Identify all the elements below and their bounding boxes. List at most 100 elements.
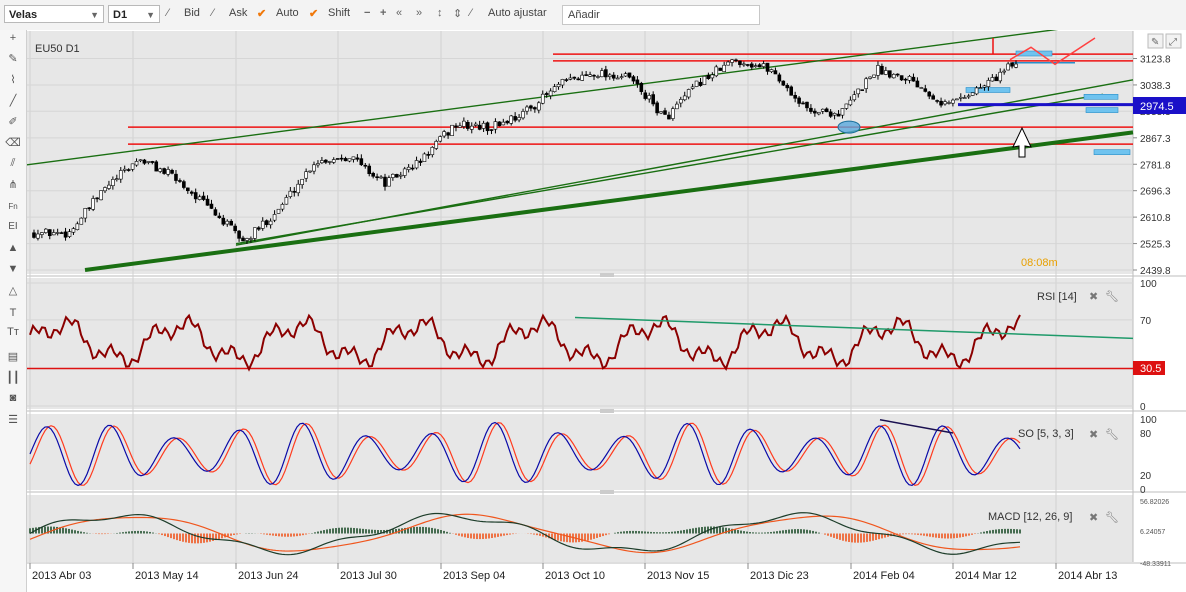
arrow-down-icon[interactable]: ▼ — [7, 263, 19, 275]
scroll-left-icon[interactable]: « — [396, 7, 403, 19]
candle-body — [446, 132, 450, 136]
candle-body — [521, 111, 525, 119]
candle-body — [619, 76, 624, 78]
line-tool-icon[interactable]: ⁄ — [167, 7, 169, 19]
timeframe-select[interactable]: D1 ▼ — [108, 5, 160, 23]
candle-body — [229, 220, 233, 226]
candle-body — [414, 160, 419, 169]
line-icon[interactable]: ╱ — [9, 95, 17, 107]
checkmark-icon[interactable]: ✔ — [309, 8, 319, 20]
candle-body — [726, 61, 730, 66]
close-icon[interactable]: ✖ — [1089, 291, 1098, 303]
candle-body — [824, 108, 829, 113]
channel-icon[interactable]: ⫽ — [10, 157, 16, 169]
pane-resize-handle[interactable] — [600, 273, 614, 277]
x-tick-label: 2013 Sep 04 — [443, 570, 505, 582]
pane-resize-handle[interactable] — [600, 409, 614, 413]
zone-marker — [1093, 149, 1131, 155]
candle-body — [170, 169, 174, 174]
candle-body — [59, 232, 64, 234]
text-tool[interactable]: T — [9, 307, 17, 319]
x-tick-label: 2013 Jun 24 — [238, 570, 299, 582]
ei-tool[interactable]: EI — [8, 221, 18, 232]
candle-body — [324, 159, 328, 163]
candle-body — [505, 120, 510, 124]
pitchfork-icon[interactable]: ⋔ — [8, 179, 18, 191]
candle-body — [722, 64, 726, 72]
candle-body — [915, 80, 920, 88]
macd-pane[interactable] — [27, 495, 1133, 562]
candle-body — [422, 153, 427, 162]
countdown-label: 08:08m — [1021, 257, 1058, 269]
layers-icon[interactable]: ▤ — [7, 351, 19, 363]
close-icon[interactable]: ✖ — [1089, 429, 1098, 441]
eraser-icon[interactable]: ⌫ — [5, 137, 21, 149]
shape-icon[interactable]: △ — [8, 285, 18, 297]
candle-body — [189, 191, 194, 194]
chart-area[interactable]: 100 70 0 100 80 20 0 56.82026 6.24057 -48.33911… — [27, 30, 1186, 592]
candle-body — [939, 100, 943, 106]
close-icon[interactable]: ✖ — [1089, 512, 1098, 524]
plus-icon[interactable]: + — [9, 32, 17, 44]
candle-body — [635, 79, 640, 85]
wrench-icon[interactable]: 🔧︎ — [1105, 428, 1119, 441]
candle-body — [911, 76, 916, 82]
candle-body — [213, 209, 218, 216]
y-tick-label: 2610.8 — [1140, 213, 1171, 224]
zoom-out-icon[interactable]: − — [364, 7, 371, 19]
candle-body — [201, 195, 206, 200]
fn-tool[interactable]: Fn — [8, 202, 18, 211]
camera-icon[interactable]: ◙ — [9, 392, 17, 404]
candle-body — [256, 227, 261, 230]
expand-chart-button[interactable] — [1165, 33, 1182, 49]
ask-toggle[interactable]: Ask — [229, 7, 248, 19]
candle-body — [568, 77, 573, 80]
scroll-right-icon[interactable]: » — [416, 7, 423, 19]
candle-body — [418, 160, 423, 163]
pencil-icon[interactable]: ✎ — [8, 53, 18, 65]
price-pane[interactable] — [27, 31, 1133, 274]
wrench-icon[interactable]: 🔧︎ — [1105, 290, 1119, 303]
y-tick-label: 80 — [1140, 429, 1152, 440]
candle-body — [761, 63, 766, 67]
candle-body — [292, 191, 297, 193]
list-icon[interactable]: ☰ — [8, 414, 18, 426]
candle-body — [182, 181, 186, 188]
candle-body — [304, 171, 308, 179]
add-indicator-input[interactable]: Añadir — [562, 5, 760, 25]
rsi-pane[interactable] — [27, 278, 1133, 409]
candle-body — [604, 69, 608, 78]
candle-body — [335, 158, 340, 160]
zoom-in-icon[interactable]: + — [380, 7, 387, 19]
zone-marker — [1085, 107, 1119, 113]
brush-icon[interactable]: ⌇ — [10, 74, 16, 86]
candle-body — [793, 94, 797, 99]
candle-body — [820, 108, 825, 112]
y-tick-label: 2439.8 — [1140, 266, 1171, 277]
arrow-up-icon[interactable]: ▲ — [7, 242, 19, 254]
y-tick-label: 2696.3 — [1140, 187, 1171, 198]
pen-icon[interactable]: ✐ — [8, 116, 18, 128]
bars-icon[interactable]: ┃┃ — [6, 372, 20, 384]
auto-toggle[interactable]: Auto — [276, 7, 299, 19]
checkmark-icon[interactable]: ✔ — [257, 8, 267, 20]
candle-body — [994, 76, 999, 82]
candle-body — [860, 89, 864, 91]
pane-resize-handle[interactable] — [600, 490, 614, 494]
wrench-icon[interactable]: 🔧︎ — [1105, 511, 1119, 524]
candle-body — [856, 88, 861, 95]
vertical-zoom-icon[interactable]: ↕ — [437, 7, 443, 19]
candle-body — [785, 84, 790, 89]
auto-adjust-button[interactable]: Auto ajustar — [488, 7, 547, 19]
shift-toggle[interactable]: Shift — [328, 7, 351, 19]
bid-toggle[interactable]: Bid — [184, 7, 200, 19]
candle-body — [367, 165, 372, 175]
chart-type-select[interactable]: Velas ▼ — [4, 5, 104, 23]
candle-body — [134, 161, 139, 166]
vertical-stretch-icon[interactable]: ⇕ — [453, 8, 463, 20]
candle-body — [753, 65, 758, 67]
candle-body — [363, 164, 368, 167]
text-size-tool[interactable]: Tт — [7, 326, 19, 338]
candle-body — [44, 228, 48, 233]
edit-chart-button[interactable] — [1147, 33, 1164, 49]
